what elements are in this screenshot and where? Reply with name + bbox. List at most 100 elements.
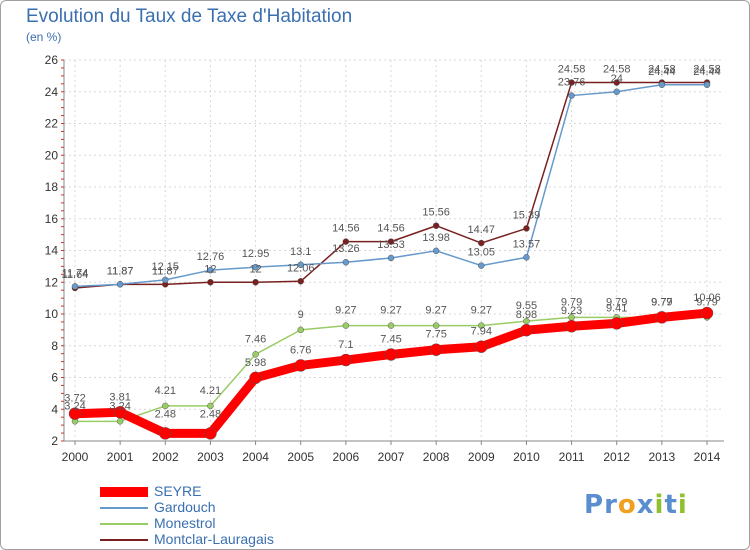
- y-tick-label: 18: [45, 180, 59, 194]
- data-point-seyre: [565, 319, 578, 333]
- data-point-gardouch: [252, 263, 259, 271]
- data-label-gardouch: 11.87: [107, 265, 134, 277]
- x-tick-label: 2009: [468, 450, 495, 464]
- data-point-gardouch: [568, 92, 575, 99]
- data-label-montclar-lauragais: 24.58: [648, 64, 676, 76]
- logo-letter: t: [664, 490, 678, 520]
- data-label-monestrol: 9.27: [380, 305, 401, 317]
- data-point-montclar-lauragais: [523, 225, 530, 232]
- y-tick-label: 26: [45, 53, 59, 67]
- data-label-monestrol: 9.27: [335, 305, 356, 317]
- data-point-montclar-lauragais: [478, 239, 485, 247]
- data-label-gardouch: 11.74: [62, 267, 89, 279]
- data-label-montclar-lauragais: 12.06: [287, 262, 315, 274]
- x-tick-label: 2000: [62, 450, 89, 464]
- data-label-monestrol: 7.46: [245, 333, 266, 345]
- legend-swatch: [100, 487, 148, 497]
- data-label-montclar-lauragais: 24.58: [603, 64, 631, 76]
- data-label-gardouch: 23.76: [558, 77, 586, 89]
- x-tick-label: 2013: [649, 450, 676, 464]
- chart-legend: SEYRE Gardouch Monestrol Montclar-Lauragais: [100, 483, 360, 548]
- legend-label: Monestrol: [154, 515, 216, 531]
- data-label-seyre: 5.98: [245, 357, 266, 369]
- chart-unit-label: (en %): [26, 30, 62, 44]
- logo-letter: i: [677, 490, 688, 520]
- legend-swatch: [100, 523, 148, 525]
- data-label-gardouch: 13.26: [332, 243, 360, 255]
- data-point-montclar-lauragais: [568, 79, 575, 86]
- proxiti-logo: Proxiti: [584, 490, 688, 520]
- y-tick-label: 12: [45, 275, 59, 289]
- data-label-monestrol: 9.79: [561, 296, 582, 308]
- data-label-gardouch: 24.44: [693, 66, 721, 78]
- data-label-gardouch: 12.95: [242, 248, 270, 260]
- data-label-gardouch: 12.15: [152, 261, 180, 273]
- data-label-seyre: 7.1: [338, 339, 353, 351]
- data-label-monestrol: 3.24: [109, 400, 130, 412]
- data-label-montclar-lauragais: 14.56: [332, 223, 360, 235]
- data-point-gardouch: [658, 81, 666, 89]
- data-point-seyre: [294, 359, 307, 372]
- y-tick-label: 6: [51, 371, 58, 385]
- x-tick-label: 2004: [242, 450, 269, 464]
- data-point-seyre: [700, 306, 714, 320]
- logo-letter: i: [654, 490, 665, 520]
- data-point-monestrol: [252, 351, 259, 358]
- data-point-monestrol: [297, 326, 304, 334]
- x-tick-label: 2006: [333, 450, 360, 464]
- data-point-gardouch: [523, 254, 530, 261]
- data-label-seyre: 6.76: [290, 344, 311, 356]
- y-tick-label: 24: [45, 85, 59, 99]
- legend-swatch: [100, 507, 148, 509]
- data-point-gardouch: [116, 281, 124, 288]
- legend-item: Gardouch: [100, 499, 360, 516]
- data-label-seyre: 9.79: [651, 296, 672, 308]
- data-point-montclar-lauragais: [252, 279, 259, 286]
- data-point-monestrol: [207, 402, 214, 410]
- data-point-gardouch: [342, 258, 350, 266]
- y-tick-label: 22: [45, 117, 59, 131]
- logo-letter: r: [604, 490, 618, 520]
- data-point-monestrol: [162, 402, 169, 410]
- data-label-gardouch: 13.53: [377, 239, 405, 251]
- y-tick-label: 20: [45, 148, 59, 162]
- data-label-seyre: 10.06: [693, 292, 721, 304]
- data-label-monestrol: 9.27: [425, 305, 446, 317]
- data-label-monestrol: 9: [298, 309, 304, 321]
- legend-item: Monestrol: [100, 515, 360, 532]
- data-point-seyre: [204, 427, 217, 440]
- data-point-montclar-lauragais: [342, 238, 350, 245]
- data-point-gardouch: [162, 276, 169, 284]
- data-label-seyre: 3.72: [64, 393, 85, 405]
- data-point-gardouch: [613, 88, 620, 95]
- data-point-gardouch: [207, 266, 214, 274]
- data-label-seyre: 7.45: [380, 333, 401, 345]
- data-label-seyre: 2.48: [200, 408, 221, 420]
- x-tick-label: 2007: [378, 450, 405, 464]
- data-label-seyre: 7.75: [425, 329, 446, 341]
- data-point-seyre: [610, 317, 623, 330]
- data-label-montclar-lauragais: 11.64: [62, 269, 89, 281]
- x-tick-label: 2014: [694, 450, 721, 464]
- data-point-seyre: [429, 343, 443, 356]
- data-point-monestrol: [342, 322, 350, 329]
- data-label-montclar-lauragais: 14.47: [468, 224, 496, 236]
- y-tick-label: 4: [51, 402, 58, 416]
- data-point-seyre: [159, 427, 172, 440]
- data-point-seyre: [113, 406, 127, 419]
- data-label-monestrol: 9.55: [516, 300, 537, 312]
- data-point-seyre: [384, 348, 398, 361]
- data-point-monestrol: [478, 322, 485, 329]
- x-tick-label: 2011: [559, 450, 585, 464]
- data-point-montclar-lauragais: [297, 278, 304, 285]
- data-point-gardouch: [432, 247, 440, 255]
- data-label-gardouch: 13.05: [468, 247, 496, 259]
- data-label-montclar-lauragais: 12: [249, 263, 261, 275]
- legend-label: Montclar-Lauragais: [154, 531, 274, 547]
- data-label-gardouch: 24: [611, 73, 623, 85]
- x-tick-label: 2001: [107, 450, 134, 464]
- x-tick-label: 2012: [603, 450, 630, 464]
- data-label-monestrol: 9.79: [606, 296, 627, 308]
- data-point-seyre: [339, 353, 353, 367]
